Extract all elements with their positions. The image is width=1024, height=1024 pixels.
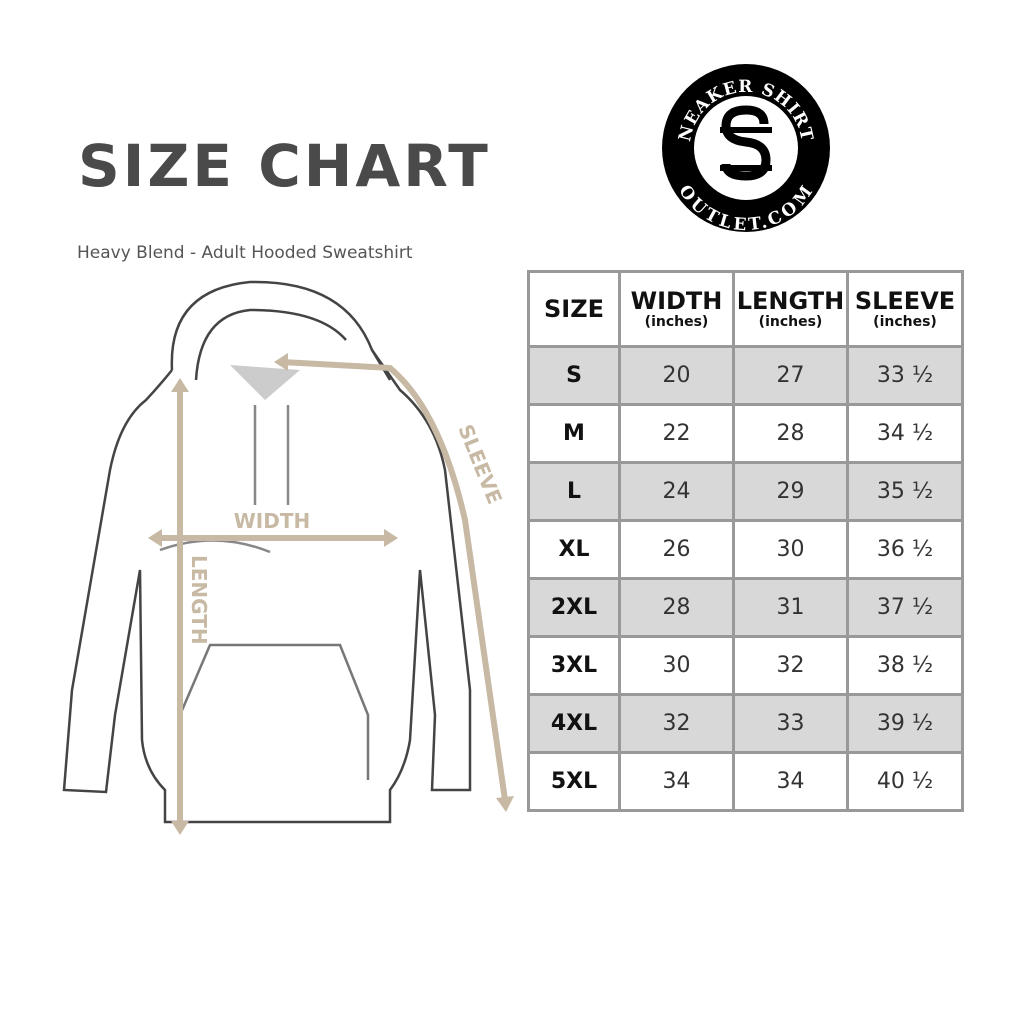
length-cell: 28 [732,403,849,464]
size-cell: 5XL [527,751,621,812]
width-label: WIDTH [234,509,310,533]
width-cell: 28 [618,577,735,638]
size-table: SIZE WIDTH (inches) LENGTH (inches) SLEEVE… [527,270,964,812]
sleeve-cell: 37 ½ [846,577,964,638]
length-cell: 32 [732,635,849,696]
page-title: SIZE CHART [78,132,491,200]
table-row: L 24 29 35 ½ [527,461,964,522]
sleeve-cell: 38 ½ [846,635,964,696]
size-cell: L [527,461,621,522]
length-label: LENGTH [187,555,211,645]
width-cell: 22 [618,403,735,464]
table-row: M 22 28 34 ½ [527,403,964,464]
table-header-row: SIZE WIDTH (inches) LENGTH (inches) SLEEVE… [527,270,964,348]
table-row: 3XL 30 32 38 ½ [527,635,964,696]
size-cell: XL [527,519,621,580]
length-cell: 27 [732,345,849,406]
ss-monogram-icon [720,105,772,181]
product-subtitle: Heavy Blend - Adult Hooded Sweatshirt [77,243,413,263]
size-cell: 2XL [527,577,621,638]
width-cell: 30 [618,635,735,696]
length-cell: 29 [732,461,849,522]
length-cell: 31 [732,577,849,638]
size-cell: 4XL [527,693,621,754]
width-cell: 20 [618,345,735,406]
sleeve-cell: 33 ½ [846,345,964,406]
width-cell: 26 [618,519,735,580]
length-cell: 34 [732,751,849,812]
width-cell: 24 [618,461,735,522]
table-row: 5XL 34 34 40 ½ [527,751,964,812]
header-size: SIZE [527,270,621,348]
hoodie-diagram: WIDTH LENGTH SLEEVE [62,280,514,835]
length-cell: 30 [732,519,849,580]
sleeve-cell: 39 ½ [846,693,964,754]
table-row: 4XL 32 33 39 ½ [527,693,964,754]
sleeve-cell: 35 ½ [846,461,964,522]
table-row: XL 26 30 36 ½ [527,519,964,580]
sleeve-cell: 36 ½ [846,519,964,580]
size-cell: S [527,345,621,406]
sleeve-cell: 34 ½ [846,403,964,464]
size-cell: M [527,403,621,464]
length-cell: 33 [732,693,849,754]
size-cell: 3XL [527,635,621,696]
width-cell: 32 [618,693,735,754]
header-width: WIDTH (inches) [618,270,735,348]
table-row: 2XL 28 31 37 ½ [527,577,964,638]
measurement-arrows [148,353,514,835]
header-length: LENGTH (inches) [732,270,849,348]
width-cell: 34 [618,751,735,812]
brand-logo: SNEAKER SHIRTS OUTLET.COM [660,62,830,234]
table-row: S 20 27 33 ½ [527,345,964,406]
header-sleeve: SLEEVE (inches) [846,270,964,348]
sleeve-cell: 40 ½ [846,751,964,812]
